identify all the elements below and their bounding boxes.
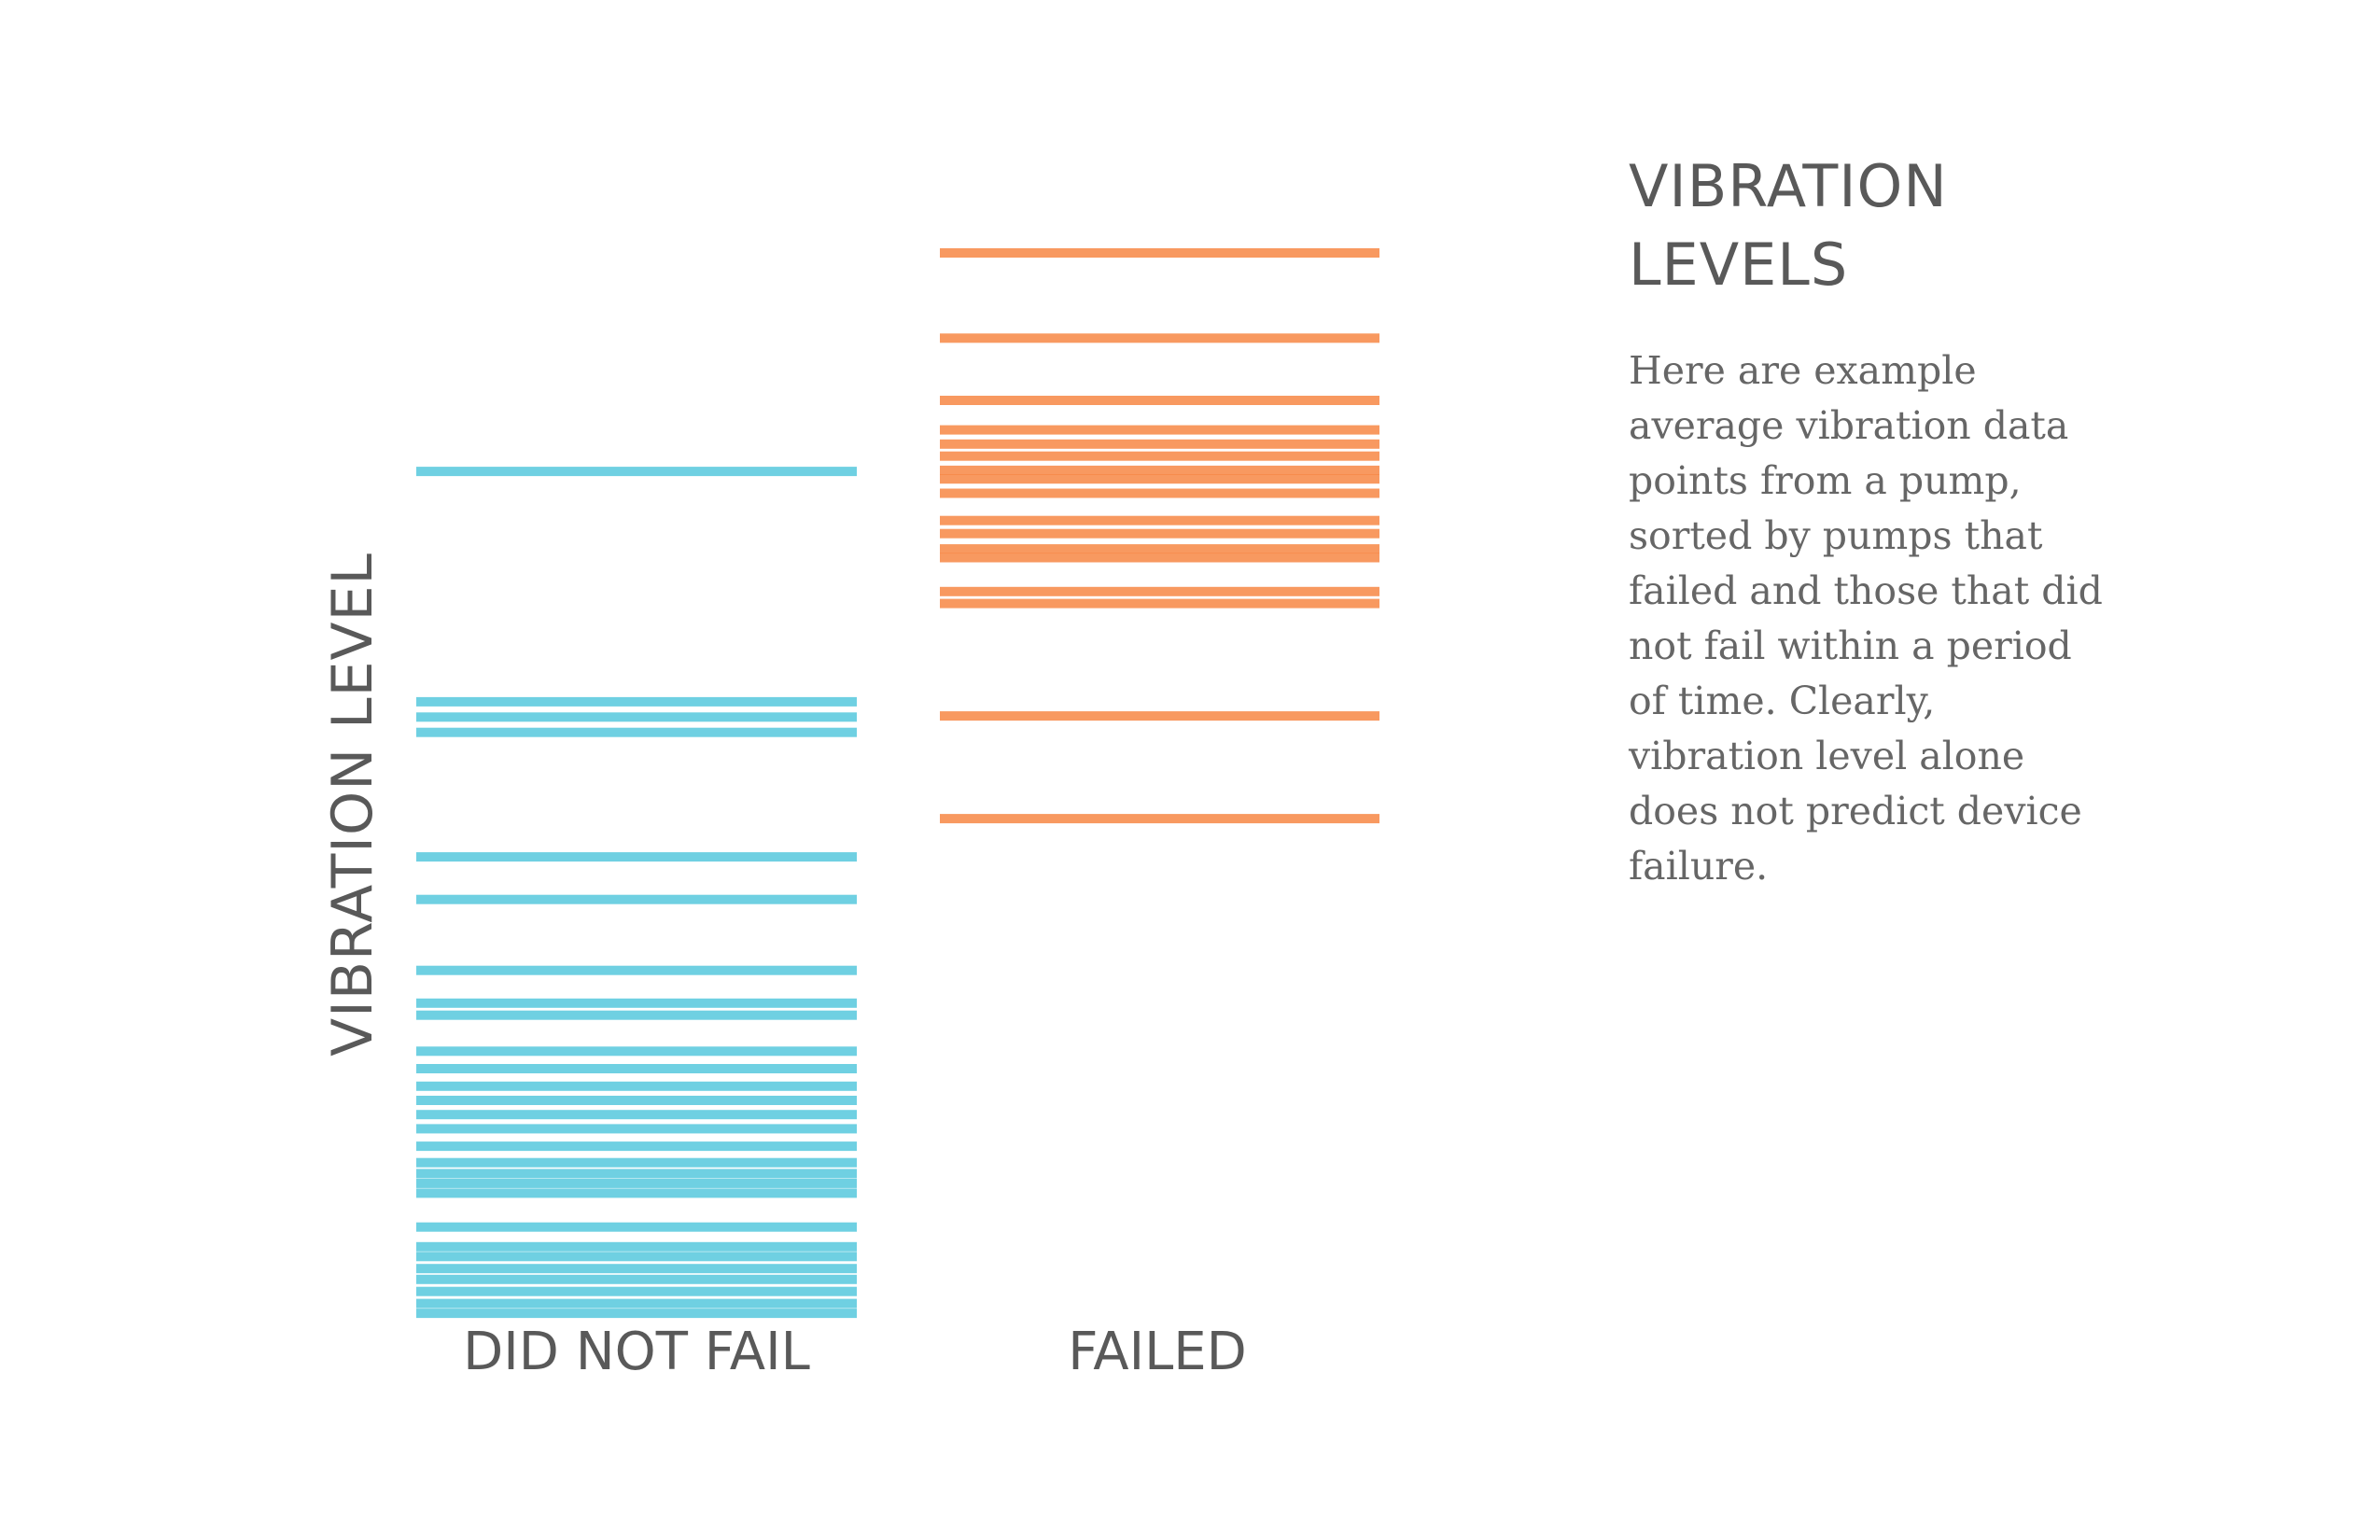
- panel-description: Here are example average vibration data …: [1629, 348, 2103, 889]
- did-not-fail-mark-23: [416, 1264, 857, 1274]
- chart-marks: [416, 248, 1379, 1319]
- category-label-failed: FAILED: [1068, 1322, 1247, 1382]
- did-not-fail-mark-4: [416, 852, 857, 862]
- did-not-fail-mark-22: [416, 1252, 857, 1262]
- did-not-fail-mark-27: [416, 1309, 857, 1319]
- failed-mark-8: [940, 488, 1379, 498]
- failed-mark-11: [940, 544, 1379, 554]
- panel-title-line-2: LEVELS: [1629, 231, 1849, 299]
- failed-mark-10: [940, 528, 1379, 539]
- did-not-fail-mark-12: [416, 1096, 857, 1105]
- failed-mark-6: [940, 465, 1379, 475]
- failed-mark-7: [940, 474, 1379, 484]
- did-not-fail-mark-1: [416, 696, 857, 707]
- did-not-fail-mark-3: [416, 727, 857, 737]
- did-not-fail-mark-13: [416, 1110, 857, 1120]
- failed-mark-0: [940, 248, 1379, 258]
- did-not-fail-mark-7: [416, 998, 857, 1008]
- did-not-fail-mark-18: [416, 1178, 857, 1188]
- did-not-fail-mark-5: [416, 894, 857, 904]
- did-not-fail-mark-20: [416, 1222, 857, 1232]
- did-not-fail-mark-17: [416, 1169, 857, 1179]
- failed-mark-3: [940, 425, 1379, 435]
- y-axis-label: VIBRATION LEVEL: [320, 553, 385, 1057]
- did-not-fail-mark-26: [416, 1298, 857, 1309]
- failed-mark-12: [940, 553, 1379, 563]
- failed-mark-14: [940, 598, 1379, 609]
- did-not-fail-mark-10: [416, 1064, 857, 1073]
- did-not-fail-mark-21: [416, 1241, 857, 1252]
- category-label-did-not-fail: DID NOT FAIL: [463, 1322, 810, 1382]
- failed-mark-15: [940, 711, 1379, 721]
- did-not-fail-mark-19: [416, 1188, 857, 1198]
- failed-mark-16: [940, 814, 1379, 824]
- did-not-fail-mark-2: [416, 712, 857, 722]
- failed-mark-5: [940, 451, 1379, 461]
- did-not-fail-mark-9: [416, 1046, 857, 1057]
- failed-mark-9: [940, 515, 1379, 525]
- did-not-fail-mark-0: [416, 467, 857, 477]
- did-not-fail-mark-25: [416, 1286, 857, 1296]
- failed-mark-4: [940, 439, 1379, 449]
- failed-mark-2: [940, 396, 1379, 405]
- did-not-fail-mark-14: [416, 1124, 857, 1134]
- panel-title: VIBRATION LEVELS: [1629, 147, 2282, 304]
- did-not-fail-mark-6: [416, 965, 857, 975]
- failed-mark-1: [940, 333, 1379, 343]
- panel-title-line-1: VIBRATION: [1629, 152, 1948, 220]
- did-not-fail-mark-8: [416, 1010, 857, 1020]
- failed-mark-13: [940, 586, 1379, 596]
- did-not-fail-mark-11: [416, 1081, 857, 1091]
- did-not-fail-mark-15: [416, 1141, 857, 1152]
- did-not-fail-mark-24: [416, 1274, 857, 1284]
- did-not-fail-mark-16: [416, 1157, 857, 1168]
